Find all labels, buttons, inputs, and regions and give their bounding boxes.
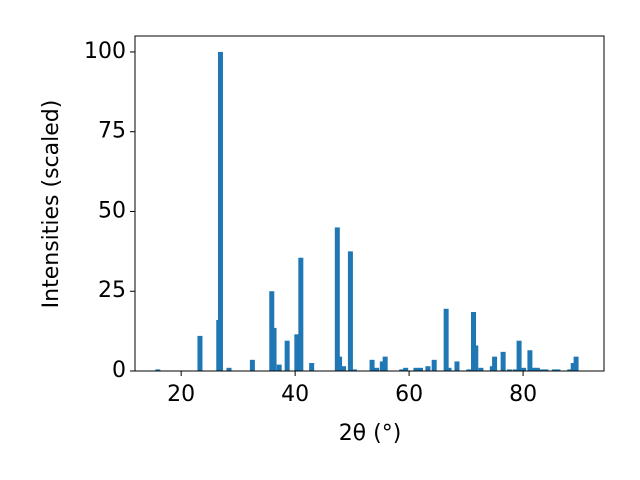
bar [294, 334, 300, 371]
bar [425, 366, 431, 371]
bar [466, 369, 472, 371]
bar [443, 308, 449, 371]
bar [334, 227, 340, 371]
bar [506, 369, 512, 371]
bar [473, 345, 479, 371]
bar [530, 367, 536, 371]
bar [446, 367, 452, 371]
bar [413, 367, 419, 371]
bar [374, 367, 380, 371]
y-axis-label: Intensities (scaled) [39, 100, 64, 309]
y-tick-label: 100 [84, 39, 126, 64]
bar [403, 367, 409, 371]
bar [567, 369, 573, 371]
y-tick-label: 0 [112, 358, 126, 383]
bar [512, 369, 518, 371]
bar [431, 359, 437, 371]
bar [538, 369, 544, 371]
y-tick-label: 50 [98, 198, 126, 223]
bar [399, 369, 405, 371]
bar [276, 364, 282, 371]
bar [382, 356, 388, 371]
x-tick-label: 80 [509, 382, 537, 407]
bar [534, 367, 540, 371]
y-tick-label: 75 [98, 119, 126, 144]
y-tick-label: 25 [98, 278, 126, 303]
bar [379, 361, 385, 371]
bar [516, 340, 522, 371]
bar [309, 363, 315, 371]
bar [351, 369, 357, 371]
bar [492, 356, 498, 371]
bar [271, 327, 277, 371]
bar [471, 311, 477, 371]
bar [341, 366, 347, 371]
bar [418, 367, 424, 371]
bar [347, 251, 353, 371]
bar [527, 350, 533, 371]
bar [555, 369, 561, 371]
bar [543, 369, 549, 371]
x-tick-label: 40 [281, 382, 309, 407]
plot-frame [134, 35, 605, 372]
bar [551, 369, 557, 371]
x-tick-label: 60 [395, 382, 423, 407]
bar [217, 51, 223, 371]
bar [226, 367, 232, 371]
bar [155, 369, 161, 371]
bar [369, 359, 375, 371]
x-axis-label: 2θ (°) [339, 421, 402, 446]
bar [500, 351, 506, 371]
bar [197, 335, 203, 371]
bar [454, 361, 460, 371]
bar [570, 363, 576, 371]
bar [284, 340, 290, 371]
bar [249, 359, 255, 371]
bar [521, 367, 527, 371]
bar [337, 356, 343, 371]
bar [478, 367, 484, 371]
bar [573, 356, 579, 371]
x-tick-label: 20 [167, 382, 195, 407]
bar [298, 257, 304, 371]
